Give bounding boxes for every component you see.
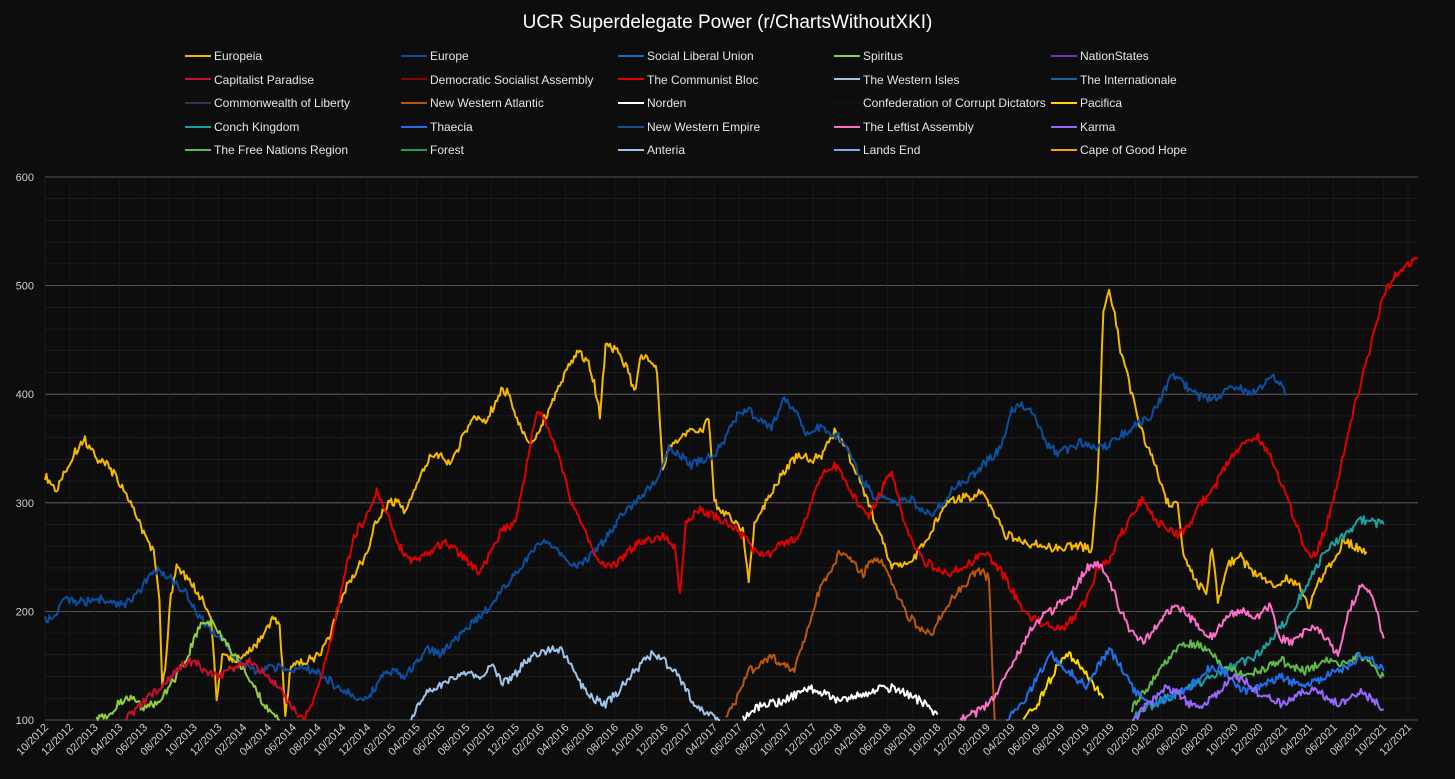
series-line-spiritus [95,617,280,721]
legend-label: Thaecia [430,119,473,134]
legend-swatch [834,102,860,105]
legend-swatch [834,54,860,57]
legend-item[interactable]: Pacifica [1051,95,1122,115]
series-line-capitalist-paradise [124,657,298,721]
legend-label: Pacifica [1080,96,1123,111]
legend-label: The Communist Bloc [647,72,759,87]
legend-swatch [618,102,644,105]
legend-label: Karma [1080,119,1116,134]
legend-label: Capitalist Paradise [214,72,315,87]
legend-item[interactable]: Social Liberal Union [618,48,754,68]
legend-swatch [401,102,427,105]
legend-swatch [185,54,211,57]
legend-label: The Western Isles [863,72,960,87]
legend-item[interactable]: Conch Kingdom [185,119,299,139]
legend-label: Europe [430,48,469,63]
legend-label: Europeia [214,48,263,63]
legend-item[interactable]: New Western Empire [618,119,760,139]
legend-item[interactable]: Europe [401,48,469,68]
series-line-norden [741,683,939,721]
y-tick-label: 200 [16,606,34,618]
chart-title: UCR Superdelegate Power (r/ChartsWithout… [522,12,933,33]
series-line-karma [1132,672,1385,721]
series-line-the-free-nations-region [1131,639,1385,713]
legend-swatch [185,78,211,81]
legend-swatch [185,125,211,128]
legend-label: NationStates [1080,48,1149,63]
legend-item[interactable]: Norden [618,95,686,115]
legend-label: Norden [647,96,687,111]
series-line-europeia [44,288,1368,717]
legend-swatch [401,54,427,57]
legend-item[interactable]: The Leftist Assembly [834,119,974,139]
legend-swatch [618,78,644,81]
legend-swatch [1051,102,1077,105]
legend-item[interactable]: Karma [1051,119,1115,139]
series-line-europe [44,372,1287,702]
legend-label: Anteria [647,143,686,158]
legend-label: New Western Atlantic [430,96,544,111]
legend-swatch [618,125,644,128]
series-line-the-communist-bloc [296,257,1419,721]
legend-swatch [185,102,211,105]
legend-label: The Internationale [1080,72,1177,87]
series-line-pacifica [1022,651,1105,720]
legend-label: Conch Kingdom [214,119,300,134]
legend-item[interactable]: The Internationale [1051,72,1177,92]
legend-item[interactable]: Forest [401,142,464,162]
legend-swatch [834,149,860,152]
series-line-anteria [410,645,721,721]
y-tick-label: 500 [16,281,34,293]
legend-label: Social Liberal Union [647,48,754,63]
legend-item[interactable]: Lands End [834,142,920,162]
legend-swatch [401,125,427,128]
legend-item[interactable]: The Western Isles [834,72,959,92]
series-line-thaecia [1006,647,1385,721]
legend-swatch [1051,54,1077,57]
legend-item[interactable]: Democratic Socialist Assembly [401,72,593,92]
legend-item[interactable]: Thaecia [401,119,473,139]
legend-label: Commonwealth of Liberty [214,96,351,111]
legend-item[interactable]: Spiritus [834,48,903,68]
legend-label: The Leftist Assembly [863,119,974,134]
legend-label: Lands End [863,143,921,158]
y-tick-label: 300 [16,498,34,510]
legend-item[interactable]: Europeia [185,48,262,68]
legend-item[interactable]: Commonwealth of Liberty [185,95,350,115]
legend-item[interactable]: Anteria [618,142,685,162]
legend-label: Forest [430,143,465,158]
legend-swatch [401,78,427,81]
legend-swatch [401,149,427,152]
legend-item[interactable]: NationStates [1051,48,1149,68]
legend-item[interactable]: Capitalist Paradise [185,72,314,92]
legend-item[interactable]: Cape of Good Hope [1051,142,1187,162]
legend-label: Cape of Good Hope [1080,143,1187,158]
y-tick-label: 600 [16,172,34,184]
legend-swatch [185,149,211,152]
y-tick-label: 100 [16,715,34,727]
legend-swatch [1051,149,1077,152]
legend-swatch [834,78,860,81]
legend-swatch [1051,78,1077,81]
series-line-new-western-atlantic [725,549,996,721]
legend-label: Democratic Socialist Assembly [430,72,594,87]
legend-label: Spiritus [863,48,904,63]
legend-item[interactable]: The Free Nations Region [185,142,348,162]
legend-swatch [834,125,860,128]
legend-item[interactable]: The Communist Bloc [618,72,758,92]
legend-label: Confederation of Corrupt Dictators [863,96,1046,111]
series-line-the-leftist-assembly [959,560,1385,721]
legend-label: New Western Empire [647,119,761,134]
legend-swatch [618,54,644,57]
y-tick-label: 400 [16,389,34,401]
legend-swatch [618,149,644,152]
legend-item[interactable]: Confederation of Corrupt Dictators [834,95,1046,115]
legend-label: The Free Nations Region [214,143,349,158]
legend-swatch [1051,125,1077,128]
legend-item[interactable]: New Western Atlantic [401,95,544,115]
